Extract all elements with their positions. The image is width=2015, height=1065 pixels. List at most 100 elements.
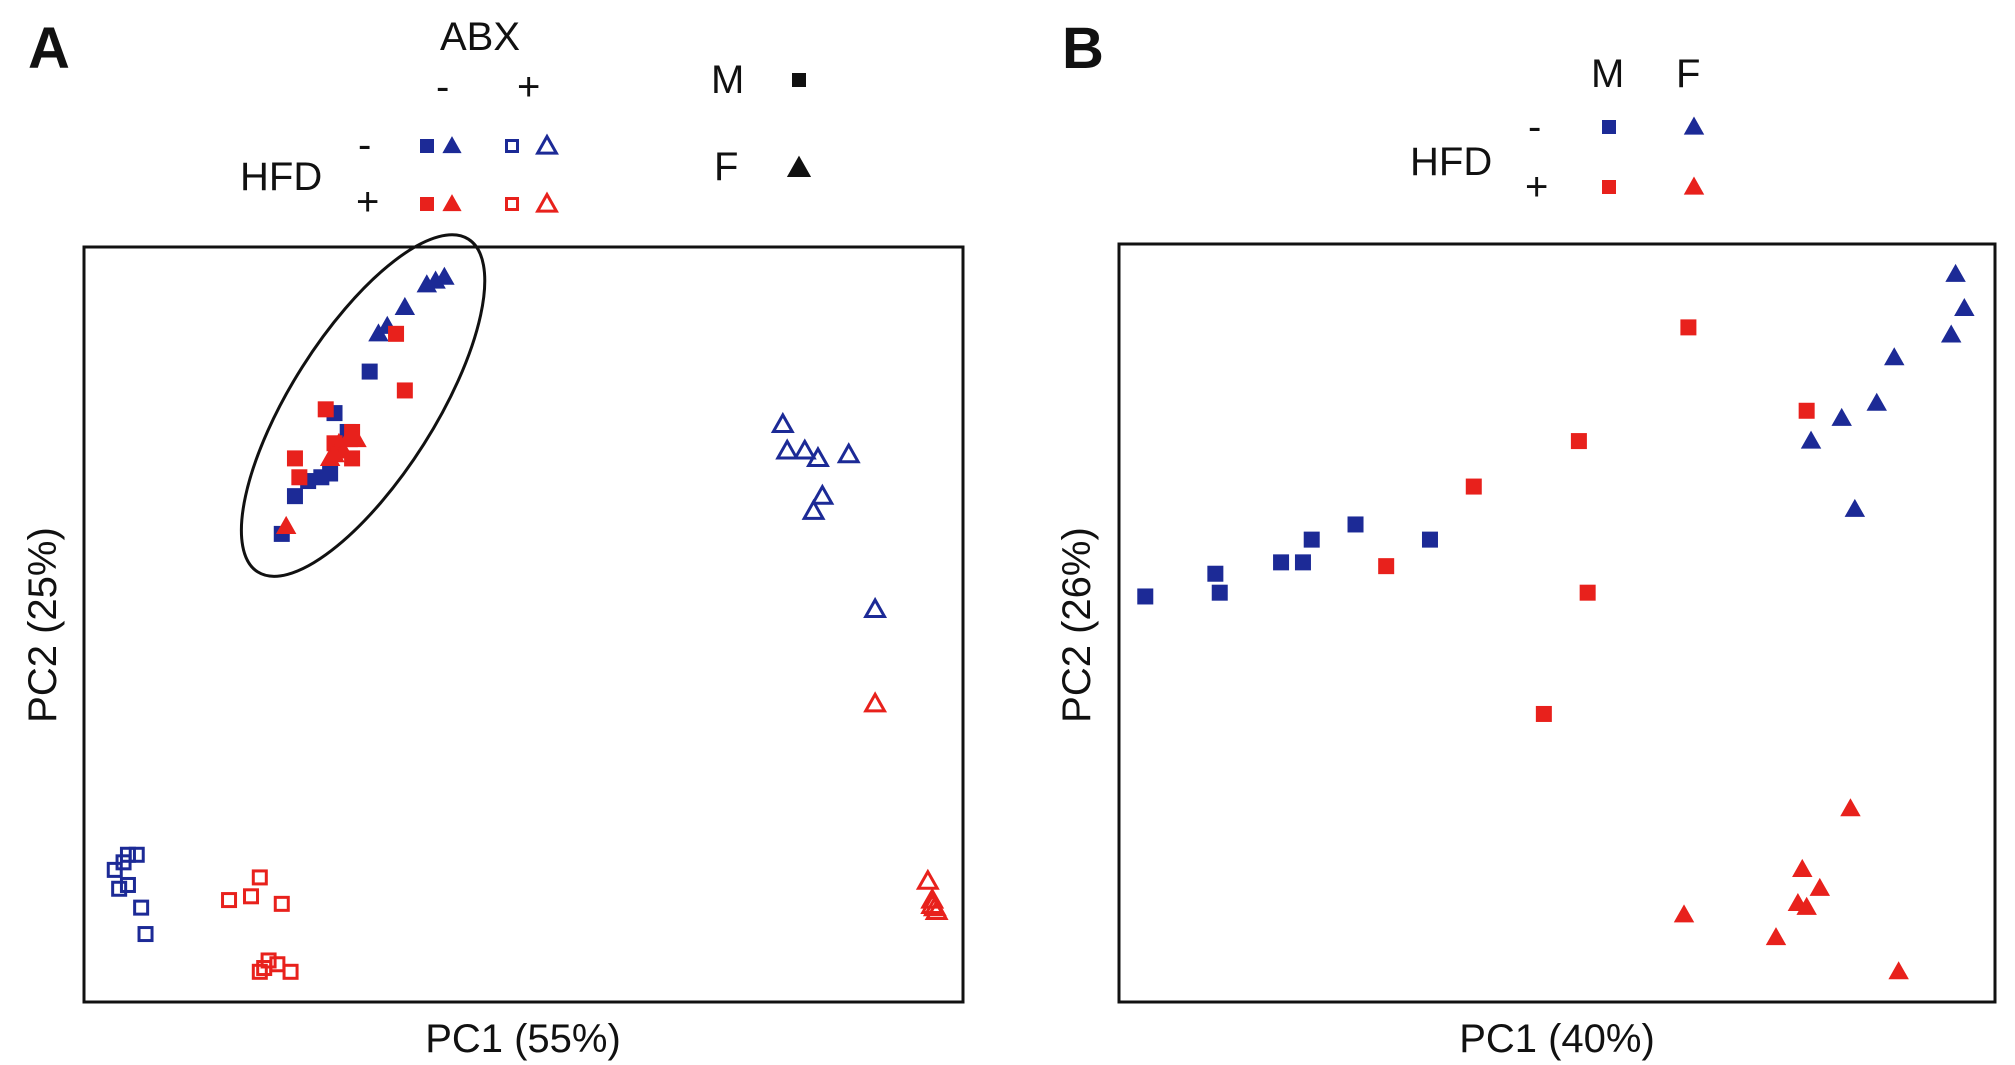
data-point [1888, 961, 1909, 980]
x-axis-label: PC1 (40%) [1459, 1017, 1655, 1061]
data-point [1570, 433, 1587, 450]
data-point [388, 325, 405, 342]
data-point [275, 515, 297, 534]
data-point [1680, 319, 1697, 336]
data-point [396, 382, 413, 399]
data-point [128, 846, 145, 863]
data-point [1831, 407, 1852, 426]
legend-marker [786, 155, 812, 178]
data-point [322, 465, 339, 482]
data-point [291, 469, 308, 486]
data-point [1273, 554, 1290, 571]
hfd-title: HFD [1410, 140, 1492, 184]
data-point [1673, 904, 1695, 923]
panel-b: B M F HFD - + PC1 (40%) PC2 (26%) [1055, 16, 1997, 1061]
panel-b-letter: B [1062, 16, 1104, 81]
hfd-plus: + [356, 180, 379, 224]
data-point [920, 892, 945, 914]
sex-m-label: M [711, 58, 744, 102]
series-hfdplus-abxminus-f [275, 429, 367, 534]
abx-minus: - [436, 65, 449, 109]
data-point [317, 401, 334, 418]
data-point [801, 498, 826, 520]
data-point [1866, 392, 1887, 411]
data-point [1347, 516, 1364, 533]
sex-f-label: F [714, 145, 738, 189]
series-hfdplus-m [1378, 319, 1815, 722]
data-point [324, 444, 345, 463]
data-point [119, 846, 136, 863]
data-point [1211, 584, 1228, 601]
hfd-minus: - [1528, 105, 1541, 149]
series-hfdplus-abxplus-f [863, 691, 949, 920]
data-point [251, 869, 268, 886]
legend-marker [442, 194, 462, 212]
legend-marker [535, 191, 559, 213]
sex-f-label: F [1676, 52, 1700, 96]
data-point [133, 899, 150, 916]
legend-marker [505, 139, 519, 153]
hfd-plus: + [1525, 165, 1548, 209]
data-point [1535, 705, 1552, 722]
data-point [1840, 798, 1861, 817]
hfd-minus: - [358, 123, 371, 167]
series-hfdplus-abxminus-m [286, 325, 413, 486]
data-point [137, 926, 154, 943]
data-point [1798, 402, 1815, 419]
legend-marker [1602, 180, 1616, 194]
panel-a: A ABX - + HFD - + M F PC1 (55%) PC2 (25%… [21, 15, 965, 1061]
hfd-title: HFD [240, 155, 322, 199]
data-point [863, 596, 888, 618]
data-point [1465, 478, 1482, 495]
series-hfdminus-f [1800, 263, 1975, 517]
data-point [775, 438, 800, 460]
data-point [1378, 558, 1395, 575]
data-point [1421, 531, 1438, 548]
data-point [119, 876, 136, 893]
cluster-ellipse [239, 233, 487, 578]
data-point [836, 442, 861, 464]
data-point [1792, 858, 1813, 877]
legend-marker [442, 136, 462, 154]
data-point [1809, 877, 1831, 896]
scatter-points [1137, 263, 1975, 980]
legend-marker [1602, 120, 1616, 134]
series-hfdplus-f [1673, 798, 1909, 980]
y-axis-label: PC2 (26%) [1055, 527, 1099, 723]
legend-marker [420, 139, 434, 153]
data-point [1844, 498, 1866, 517]
data-point [810, 483, 835, 505]
data-point [1796, 896, 1817, 915]
legend-marker [535, 133, 559, 155]
abx-title: ABX [440, 15, 520, 59]
data-point [1800, 430, 1822, 449]
data-point [286, 450, 303, 467]
series-hfdplus-abxplus-m [221, 869, 299, 980]
data-point [221, 892, 238, 909]
data-point [1940, 324, 1962, 343]
data-point [1294, 554, 1311, 571]
abx-plus: + [517, 65, 540, 109]
data-point [1884, 347, 1905, 366]
data-point [394, 296, 416, 315]
data-point [273, 895, 290, 912]
plot-frame [82, 245, 965, 1004]
legend-markers [420, 73, 812, 213]
data-point [282, 963, 299, 980]
legend-marker [1683, 176, 1705, 195]
data-point [251, 963, 268, 980]
data-point [243, 888, 260, 905]
series-hfdminus-abxplus-f [770, 411, 888, 618]
legend-marker [420, 197, 434, 211]
data-point [1137, 588, 1154, 605]
panel-a-legend: ABX - + HFD - + M F [240, 15, 812, 224]
legend-markers [1602, 116, 1705, 195]
legend-marker [505, 197, 519, 211]
data-point [260, 952, 277, 969]
data-point [434, 266, 455, 285]
data-point [1207, 565, 1224, 582]
series-hfdminus-abxminus-f [368, 266, 455, 342]
x-axis-label: PC1 (55%) [425, 1017, 621, 1061]
legend-marker [1683, 116, 1705, 135]
